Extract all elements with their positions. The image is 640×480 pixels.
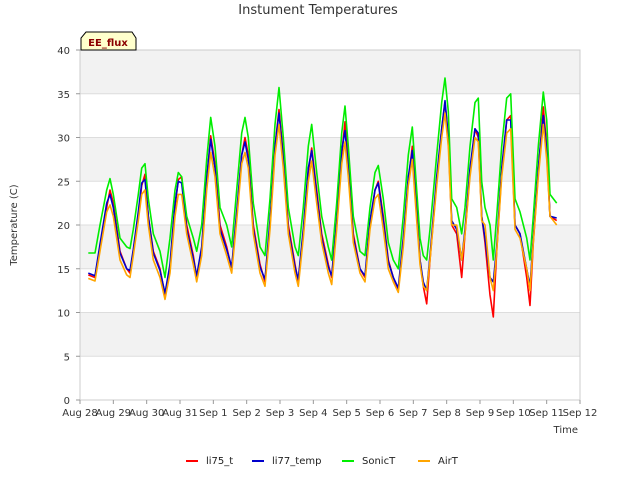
y-tick-label: 30 [57, 134, 70, 145]
x-tick-label: Aug 30 [129, 408, 164, 419]
series-line-airt [88, 112, 558, 301]
legend-label: li77_temp [272, 456, 321, 467]
y-tick-label: 0 [64, 396, 70, 407]
background-band [80, 137, 580, 182]
x-tick-label: Aug 29 [96, 408, 131, 419]
x-tick-label: Sep 3 [266, 408, 294, 419]
x-tick-label: Sep 6 [366, 408, 394, 419]
annotation-box: EE_flux [80, 31, 137, 51]
background-band [80, 181, 580, 225]
series-lines [88, 77, 558, 318]
series-line-sonict [88, 77, 558, 279]
background-band [80, 93, 580, 138]
background-band [80, 50, 580, 94]
background-band [80, 225, 580, 269]
annotation-label: EE_flux [88, 38, 128, 49]
plot-background [80, 50, 580, 400]
x-tick-label: Aug 28 [62, 408, 97, 419]
legend: li75_t li77_temp SonicT AirT [186, 456, 459, 467]
background-band [80, 268, 580, 313]
x-tick-label: Sep 5 [332, 408, 360, 419]
legend-label: AirT [438, 456, 459, 467]
y-tick-label: 10 [57, 309, 70, 320]
x-tick-label: Sep 4 [299, 408, 327, 419]
x-tick-label: Sep 11 [529, 408, 564, 419]
y-tick-label: 20 [57, 221, 70, 232]
annotation-box-shape [80, 31, 137, 51]
x-tick-label: Sep 10 [496, 408, 531, 419]
y-tick-label: 25 [57, 177, 70, 188]
x-tick-label: Sep 2 [232, 408, 260, 419]
background-band [80, 312, 580, 357]
y-axis-ticks: 0 5 10 15 20 25 30 35 40 [57, 46, 80, 407]
x-tick-label: Aug 31 [162, 408, 197, 419]
y-axis-label: Temperature (C) [9, 184, 20, 266]
y-tick-label: 35 [57, 90, 70, 101]
legend-label: SonicT [362, 456, 396, 467]
x-tick-label: Sep 12 [563, 408, 598, 419]
x-tick-label: Sep 8 [432, 408, 460, 419]
y-tick-label: 15 [57, 265, 70, 276]
chart-title: Instument Temperatures [238, 3, 398, 18]
y-tick-label: 40 [57, 46, 70, 57]
y-tick-label: 5 [64, 352, 70, 363]
legend-label: li75_t [206, 456, 233, 467]
background-band [80, 356, 580, 400]
x-tick-label: Sep 1 [199, 408, 227, 419]
x-tick-label: Sep 7 [399, 408, 427, 419]
x-axis-label: Time [553, 425, 578, 436]
x-tick-label: Sep 9 [466, 408, 494, 419]
